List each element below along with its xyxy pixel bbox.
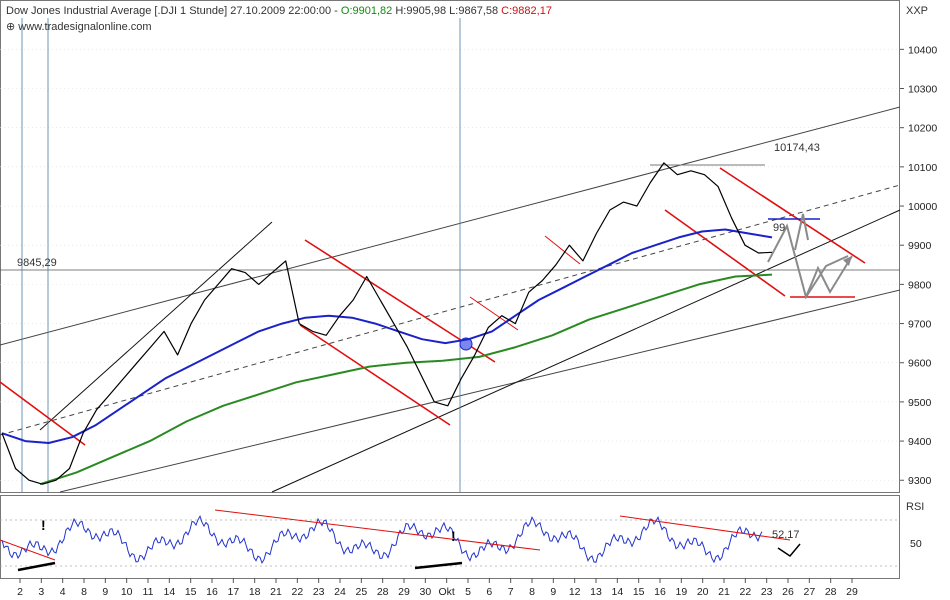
x-tick-label: 9 bbox=[102, 586, 108, 598]
red-channel-1 bbox=[0, 381, 86, 446]
price-panel-frame bbox=[0, 0, 900, 493]
red-channel-5-top bbox=[719, 167, 866, 264]
x-tick-label: 21 bbox=[718, 586, 730, 598]
x-tick-label: 4 bbox=[60, 586, 66, 598]
price-series-line bbox=[1, 162, 773, 485]
partial-value-label: 99 bbox=[773, 222, 785, 234]
x-tick-label: 21 bbox=[270, 586, 282, 598]
trendlines bbox=[0, 18, 901, 493]
projection-path-2 bbox=[794, 213, 809, 251]
level-value-label: 9845,29 bbox=[17, 257, 57, 269]
x-tick-label: 3 bbox=[38, 586, 44, 598]
rsi-support-1 bbox=[17, 561, 56, 572]
x-tick-label: 10 bbox=[121, 586, 133, 598]
x-tick-label: 27 bbox=[803, 586, 815, 598]
source-label: ⊕ www.tradesignalonline.com bbox=[6, 21, 152, 33]
red-channel-2-bottom bbox=[299, 324, 451, 426]
x-tick-label: 29 bbox=[846, 586, 858, 598]
x-tick-label: 14 bbox=[611, 586, 623, 598]
x-tick-label: 9 bbox=[550, 586, 556, 598]
y-tick-label: 10300 bbox=[908, 84, 937, 96]
x-tick-label: 16 bbox=[654, 586, 666, 598]
y-tick-label: 9800 bbox=[908, 279, 932, 291]
x-tick-label: 28 bbox=[825, 586, 837, 598]
y-tick-label: 9500 bbox=[908, 397, 932, 409]
ma_slow-series-line bbox=[39, 273, 773, 486]
rsi-label: RSI bbox=[906, 501, 924, 513]
y-tick-label: 9900 bbox=[908, 240, 932, 252]
rsi-trend-2 bbox=[214, 509, 541, 551]
upper-channel-line bbox=[0, 106, 901, 346]
red-channel-3 bbox=[469, 296, 519, 331]
x-tick-label: 13 bbox=[590, 586, 602, 598]
ma_fast-series-line bbox=[1, 228, 773, 444]
x-tick-label: 12 bbox=[569, 586, 581, 598]
rsi-value-label: 52,17 bbox=[772, 529, 800, 541]
x-tick-label: 19 bbox=[675, 586, 687, 598]
y-tick-label: 9300 bbox=[908, 475, 932, 487]
y-tick-label: 10400 bbox=[908, 44, 937, 56]
x-tick-label: Okt bbox=[438, 586, 454, 598]
rsi-exclamation-1: ! bbox=[41, 517, 46, 533]
steep-trendline bbox=[39, 221, 273, 431]
x-tick-label: 23 bbox=[761, 586, 773, 598]
x-tick-label: 14 bbox=[163, 586, 175, 598]
lower-channel-line bbox=[59, 289, 901, 493]
red-channel-4 bbox=[544, 235, 581, 265]
rsi-trend-1 bbox=[0, 539, 56, 561]
y-tick-label: 10000 bbox=[908, 201, 937, 213]
y-tick-label: 10200 bbox=[908, 123, 937, 135]
x-tick-label: 30 bbox=[419, 586, 431, 598]
rsi-trend-3 bbox=[619, 515, 791, 541]
rsi-arrow bbox=[777, 543, 801, 557]
y-tick-label: 10100 bbox=[908, 162, 937, 174]
x-tick-label: 22 bbox=[739, 586, 751, 598]
x-tick-label: 6 bbox=[486, 586, 492, 598]
support-trendline bbox=[271, 209, 901, 493]
mid-channel-dashed-line bbox=[0, 184, 901, 436]
x-tick-label: 25 bbox=[355, 586, 367, 598]
x-tick-label: 17 bbox=[227, 586, 239, 598]
x-axis: 2 3 4 8 9 10 11 14 15 16 17 18 21 22 23 24 25 28 29 30 Okt 5 6… bbox=[17, 578, 858, 598]
projection-arrowhead bbox=[843, 256, 852, 266]
red-channel-5-bottom bbox=[664, 209, 786, 297]
x-tick-label: 28 bbox=[377, 586, 389, 598]
rsi-panel-frame bbox=[0, 495, 900, 579]
y-tick-label: 9400 bbox=[908, 436, 932, 448]
x-tick-label: 18 bbox=[249, 586, 261, 598]
rsi-support-2 bbox=[414, 561, 463, 570]
x-tick-label: 2 bbox=[17, 586, 23, 598]
y-tick-label: 9600 bbox=[908, 358, 932, 370]
price-line bbox=[1, 162, 773, 485]
chart-title: Dow Jones Industrial Average [.DJI 1 Stu… bbox=[6, 5, 552, 17]
y-tick-label: 9700 bbox=[908, 319, 932, 331]
x-tick-label: 15 bbox=[185, 586, 197, 598]
y-axis: 9300 9400 9500 9600 9700 9800 9900 10000 10100 10… bbox=[900, 44, 937, 487]
peak-value-label: 10174,43 bbox=[774, 142, 820, 154]
x-tick-label: 5 bbox=[465, 586, 471, 598]
x-tick-label: 20 bbox=[697, 586, 709, 598]
x-tick-label: 8 bbox=[81, 586, 87, 598]
grid bbox=[0, 49, 900, 481]
rsi-tick-50: 50 bbox=[910, 538, 922, 550]
x-tick-label: 15 bbox=[633, 586, 645, 598]
rsi-series-line bbox=[1, 514, 763, 565]
fast-moving-average bbox=[1, 228, 773, 444]
x-tick-label: 26 bbox=[782, 586, 794, 598]
x-tick-label: 22 bbox=[291, 586, 303, 598]
projection-path-3 bbox=[805, 255, 853, 298]
x-tick-label: 11 bbox=[143, 586, 154, 598]
x-tick-label: 7 bbox=[508, 586, 514, 598]
x-tick-label: 29 bbox=[398, 586, 410, 598]
x-tick-label: 8 bbox=[529, 586, 535, 598]
x-tick-label: 23 bbox=[313, 586, 325, 598]
x-tick-label: 24 bbox=[334, 586, 346, 598]
rsi-line bbox=[1, 514, 763, 565]
slow-moving-average bbox=[39, 273, 773, 486]
symbol-label: XXP bbox=[906, 5, 928, 17]
x-tick-label: 16 bbox=[206, 586, 218, 598]
rsi-exclamation-2: ! bbox=[451, 528, 456, 544]
